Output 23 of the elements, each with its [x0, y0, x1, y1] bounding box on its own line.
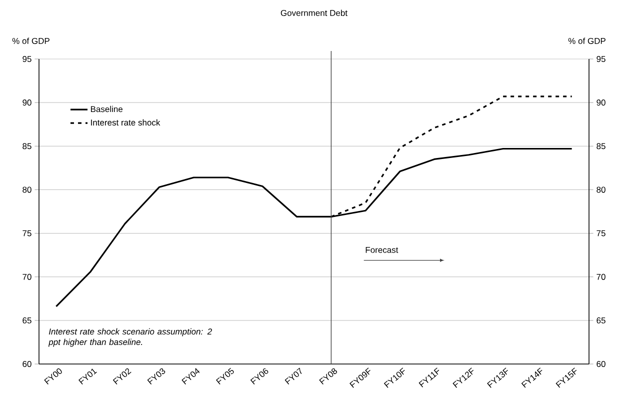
y-tick-label: 60: [22, 360, 32, 368]
chart-title: Government Debt: [280, 10, 348, 16]
legend-label: Interest rate shock: [91, 119, 160, 126]
y2-tick-label: 95: [596, 56, 606, 62]
y2-tick-label: 75: [596, 230, 606, 236]
y2-tick-label: 60: [596, 360, 606, 368]
y-tick-label: 65: [22, 317, 32, 324]
y2-tick-label: 85: [596, 143, 606, 150]
y-tick-label: 75: [22, 230, 32, 236]
y2-tick-label: 65: [596, 317, 606, 324]
y-tick-label: 95: [22, 56, 32, 62]
y-tick-label: 80: [22, 186, 32, 193]
y2-axis-title: % of GDP: [568, 38, 606, 44]
y2-tick-label: 90: [596, 100, 606, 106]
y-tick-label: 90: [22, 100, 32, 106]
y2-tick-label: 80: [596, 186, 606, 193]
y-tick-label: 70: [22, 274, 32, 280]
y-axis-title: % of GDP: [12, 38, 50, 44]
annotation: Forecast: [366, 246, 398, 253]
annotation: Interest rate shock scenario assumption: 2 ppt higher than baseline.: [48, 328, 212, 347]
legend-label: Baseline: [90, 106, 122, 112]
y2-tick-label: 70: [596, 274, 606, 280]
y-tick-label: 85: [22, 143, 32, 150]
